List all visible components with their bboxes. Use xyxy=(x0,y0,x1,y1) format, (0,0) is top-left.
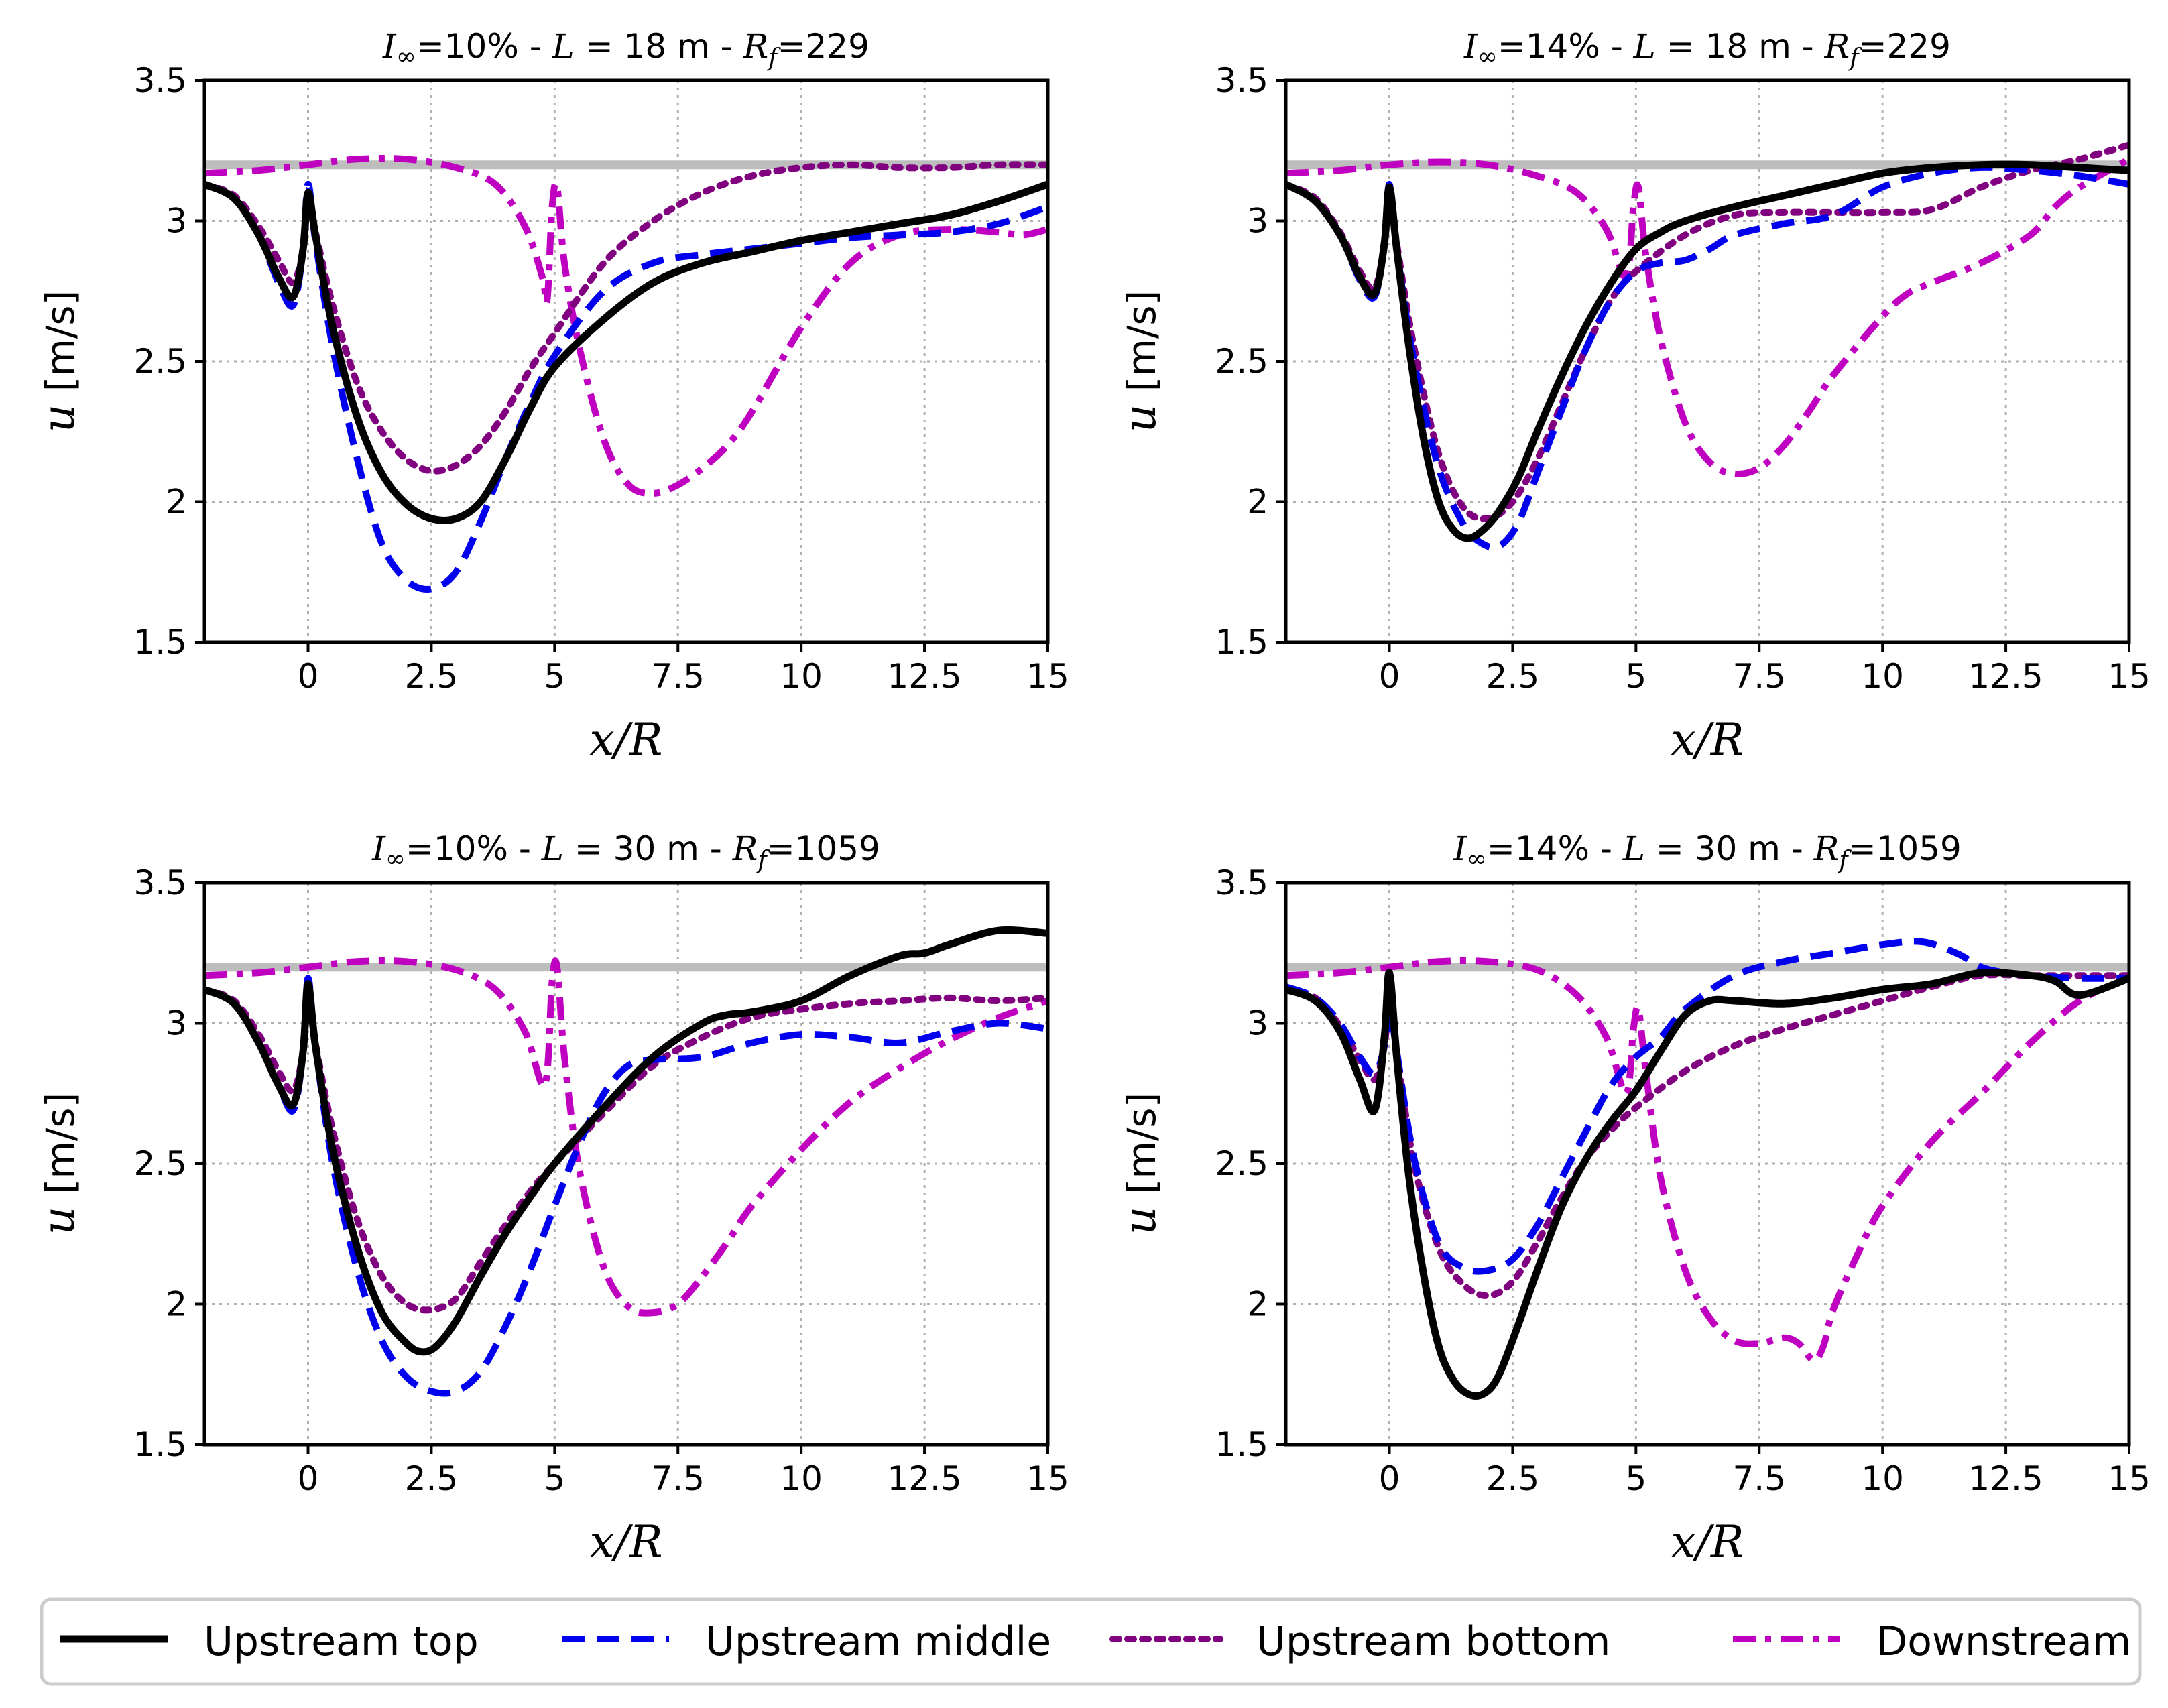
panel-title: I∞=10% - L = 18 m - Rf=229 xyxy=(382,27,869,72)
x-tick-label: 10 xyxy=(1861,657,1904,696)
panel-title: I∞=14% - L = 30 m - Rf=1059 xyxy=(1453,829,1962,874)
x-tick-label: 5 xyxy=(544,1459,565,1498)
y-tick-label: 2.5 xyxy=(1215,1144,1268,1183)
legend-item-downstream: Downstream xyxy=(1733,1618,2131,1665)
y-tick-label: 2.5 xyxy=(133,1144,187,1183)
x-tick-label: 15 xyxy=(1026,657,1069,696)
x-axis-label: x/R xyxy=(589,714,662,766)
y-tick-label: 3 xyxy=(1247,1004,1268,1043)
x-tick-label: 0 xyxy=(298,657,319,696)
series-upstream-middle xyxy=(1286,938,2129,1275)
legend-label: Upstream bottom xyxy=(1256,1618,1610,1665)
y-tick-label: 1.5 xyxy=(133,1425,187,1464)
panel-title: I∞=14% - L = 18 m - Rf=229 xyxy=(1463,27,1951,72)
x-tick-label: 7.5 xyxy=(1732,1459,1786,1498)
x-axis-label: x/R xyxy=(1671,1516,1744,1568)
x-tick-label: 10 xyxy=(780,657,823,696)
y-axis-label: u [m/s] xyxy=(33,290,84,432)
x-axis-label: x/R xyxy=(589,1516,662,1568)
y-tick-label: 2 xyxy=(166,483,187,522)
x-tick-label: 7.5 xyxy=(651,657,705,696)
chart-panel-4: 0 2.5 5 7.5 10 12.5 15 1.5 2 2.5 3 3.5 x/R u [m/s] I∞=… xyxy=(1114,829,2151,1568)
series-upstream-top xyxy=(204,926,1048,1356)
series-upstream-middle xyxy=(204,975,1048,1397)
legend-label: Downstream xyxy=(1876,1618,2131,1665)
legend-label: Upstream middle xyxy=(705,1618,1051,1665)
series-group xyxy=(1286,141,2129,551)
series-group xyxy=(204,154,1048,593)
x-axis-label: x/R xyxy=(1671,714,1744,766)
y-axis-label: u [m/s] xyxy=(1114,1093,1166,1235)
series-group xyxy=(1286,938,2129,1400)
x-tick-label: 2.5 xyxy=(405,657,459,696)
x-tick-label: 12.5 xyxy=(1968,1459,2043,1498)
x-tick-label: 5 xyxy=(544,657,565,696)
series-upstream-bottom xyxy=(1286,141,2129,522)
series-downstream xyxy=(1286,957,2129,1364)
x-tick-label: 5 xyxy=(1625,657,1646,696)
chart-panel-3: 0 2.5 5 7.5 10 12.5 15 1.5 2 2.5 3 3.5 x/R u [m/s] I∞=… xyxy=(33,829,1069,1568)
series-downstream xyxy=(204,154,1048,497)
x-tick-label: 15 xyxy=(1026,1459,1069,1498)
y-tick-label: 3.5 xyxy=(133,863,187,902)
y-tick-label: 1.5 xyxy=(1215,623,1268,662)
x-tick-label: 12.5 xyxy=(1968,657,2043,696)
x-tick-label: 7.5 xyxy=(651,1459,705,1498)
y-tick-label: 2.5 xyxy=(1215,342,1268,381)
legend: Upstream top Upstream middle Upstream bott… xyxy=(40,1597,2142,1686)
x-tick-label: 7.5 xyxy=(1732,657,1786,696)
y-tick-label: 3 xyxy=(166,202,187,241)
y-tick-label: 2 xyxy=(1247,483,1268,522)
series-downstream xyxy=(1286,156,2129,477)
y-tick-label: 1.5 xyxy=(1215,1425,1268,1464)
series-downstream xyxy=(204,957,1048,1317)
x-tick-label: 0 xyxy=(1379,657,1400,696)
y-axis-label: u [m/s] xyxy=(1114,290,1166,432)
x-tick-label: 2.5 xyxy=(1486,1459,1540,1498)
x-tick-label: 5 xyxy=(1625,1459,1646,1498)
y-tick-label: 2.5 xyxy=(133,342,187,381)
series-upstream-top xyxy=(1286,160,2129,542)
y-tick-label: 2 xyxy=(1247,1285,1268,1324)
y-tick-label: 3.5 xyxy=(133,61,187,100)
series-group xyxy=(204,926,1048,1397)
y-axis-label: u [m/s] xyxy=(33,1093,84,1235)
legend-label: Upstream top xyxy=(204,1618,479,1665)
x-tick-label: 0 xyxy=(298,1459,319,1498)
series-upstream-top xyxy=(1286,969,2129,1400)
legend-item-upstream-bottom: Upstream bottom xyxy=(1109,1618,1610,1665)
x-tick-label: 15 xyxy=(2108,657,2151,696)
y-tick-label: 3 xyxy=(166,1004,187,1043)
legend-frame xyxy=(40,1597,2142,1686)
legend-item-upstream-middle: Upstream middle xyxy=(562,1618,1051,1665)
x-tick-label: 15 xyxy=(2108,1459,2151,1498)
series-upstream-top xyxy=(204,180,1048,524)
x-tick-label: 10 xyxy=(780,1459,823,1498)
x-tick-label: 0 xyxy=(1379,1459,1400,1498)
legend-item-upstream-top: Upstream top xyxy=(60,1618,479,1665)
panel-title: I∞=10% - L = 30 m - Rf=1059 xyxy=(371,829,880,874)
y-tick-label: 3.5 xyxy=(1215,863,1268,902)
x-tick-label: 10 xyxy=(1861,1459,1904,1498)
chart-panel-1: 0 2.5 5 7.5 10 12.5 15 1.5 2 2.5 3 3.5 x/R u [m/s] I∞=… xyxy=(33,27,1069,766)
x-tick-label: 2.5 xyxy=(1486,657,1540,696)
y-tick-label: 1.5 xyxy=(133,623,187,662)
x-tick-label: 2.5 xyxy=(405,1459,459,1498)
y-tick-label: 3 xyxy=(1247,202,1268,241)
x-tick-label: 12.5 xyxy=(887,1459,961,1498)
y-tick-label: 3.5 xyxy=(1215,61,1268,100)
y-tick-label: 2 xyxy=(166,1285,187,1324)
chart-panel-2: 0 2.5 5 7.5 10 12.5 15 1.5 2 2.5 3 3.5 x/R u [m/s] I∞=… xyxy=(1114,27,2151,766)
x-tick-label: 12.5 xyxy=(887,657,961,696)
